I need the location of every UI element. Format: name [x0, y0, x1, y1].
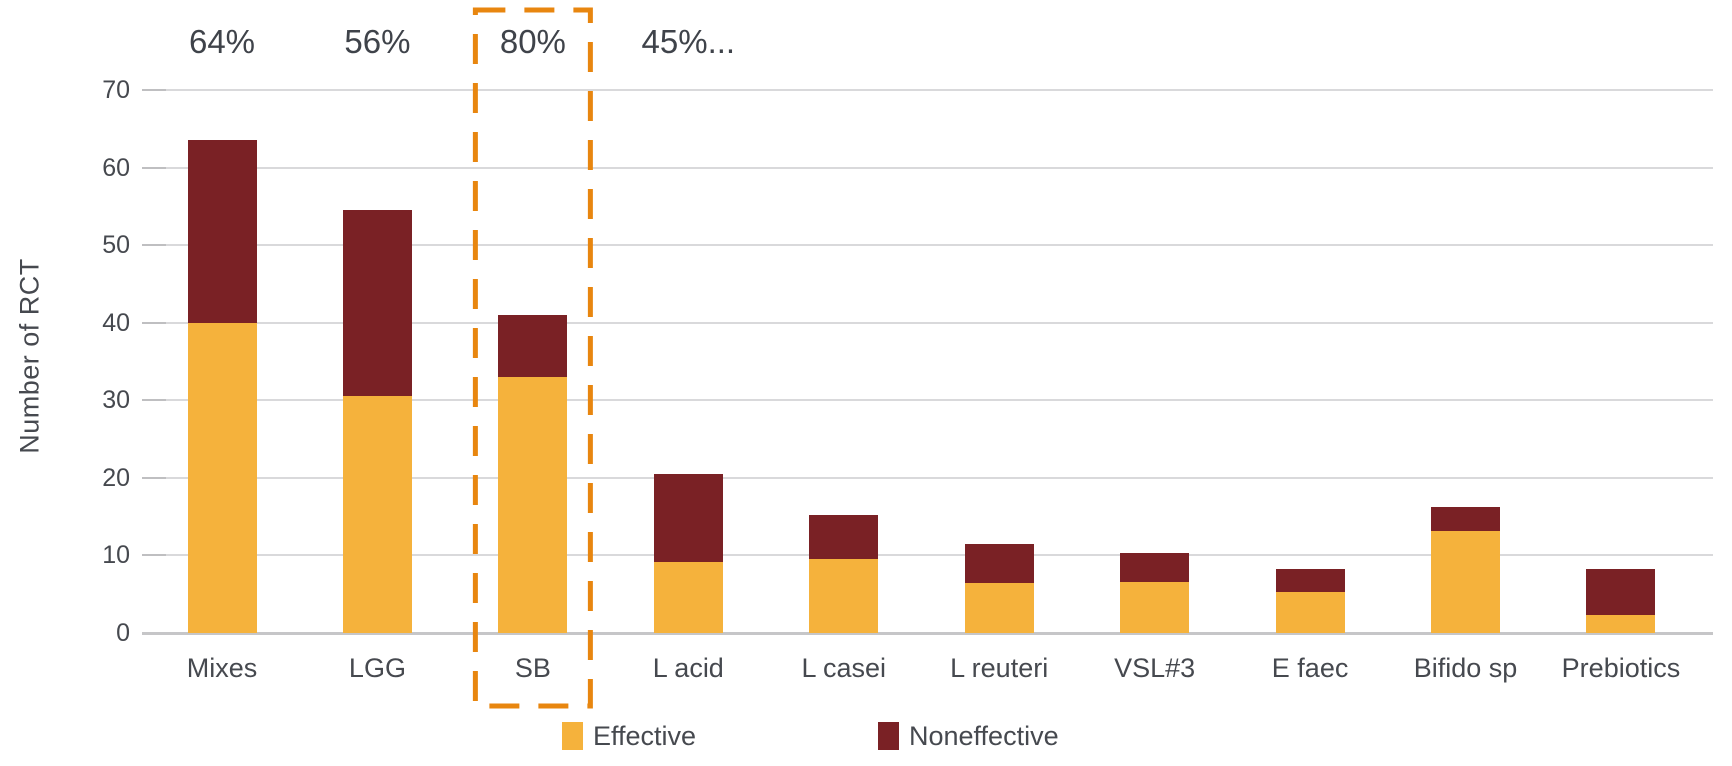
- y-axis-tick-label: 50: [102, 231, 130, 260]
- bar-noneffective: [809, 515, 879, 559]
- x-axis-label: Bifido sp: [1413, 653, 1518, 683]
- x-axis-label: SB: [514, 653, 551, 683]
- x-axis-label: L acid: [652, 653, 724, 683]
- legend-entry-noneffective: Noneffective: [878, 721, 1059, 751]
- gridline-70: [142, 89, 1713, 91]
- x-axis-label: Prebiotics: [1561, 653, 1681, 683]
- percent-label: 80%: [499, 23, 566, 60]
- bar-effective: [809, 558, 879, 633]
- y-axis-tick-label: 30: [102, 386, 130, 415]
- tick-60: [142, 166, 166, 169]
- gridline-40: [142, 321, 1713, 324]
- bar-noneffective: [342, 210, 412, 397]
- bar-noneffective: [498, 314, 568, 377]
- gridline-20: [142, 476, 1713, 479]
- gridline-10: [142, 554, 1713, 557]
- bar-effective: [498, 377, 568, 633]
- bar-effective: [187, 322, 257, 633]
- tick-30: [142, 399, 166, 402]
- y-axis-tick-label: 60: [102, 153, 130, 182]
- x-axis-label: Mixes: [186, 653, 258, 683]
- bar-noneffective: [187, 140, 257, 323]
- bar-effective: [1275, 591, 1345, 633]
- gridline-0: [142, 631, 1713, 635]
- legend-swatch-effective: [562, 722, 583, 750]
- legend-swatch-noneffective: [878, 722, 899, 750]
- y-axis-tick-label: 40: [102, 308, 130, 337]
- y-axis-tick-label: 70: [102, 76, 130, 104]
- x-axis-label: L casei: [801, 653, 887, 683]
- percent-label: 45%...: [641, 23, 736, 60]
- bar-effective: [653, 561, 723, 633]
- gridline-60: [142, 166, 1713, 169]
- percent-label: 56%: [344, 23, 411, 60]
- tick-10: [142, 554, 166, 557]
- bar-noneffective: [1586, 568, 1656, 616]
- legend-entry-effective: Effective: [562, 721, 696, 751]
- y-axis-tick-label: 20: [102, 463, 130, 492]
- bar-effective: [1431, 531, 1501, 633]
- bar-noneffective: [1431, 507, 1501, 532]
- bar-noneffective: [653, 473, 723, 562]
- gridline-30: [142, 399, 1713, 402]
- percent-label: 64%: [188, 23, 256, 60]
- legend-label-noneffective: Noneffective: [909, 720, 1059, 751]
- bar-noneffective: [964, 543, 1034, 584]
- bar-effective: [342, 396, 412, 633]
- y-axis-title: Number of RCT: [14, 258, 45, 454]
- tick-20: [142, 476, 166, 479]
- tick-50: [142, 244, 166, 247]
- y-axis-tick-label: 0: [116, 619, 130, 647]
- bar-noneffective: [1120, 553, 1190, 582]
- bar-noneffective: [1275, 569, 1345, 592]
- bar-effective: [1120, 581, 1190, 633]
- tick-70: [142, 89, 166, 91]
- x-axis-label: LGG: [348, 653, 406, 683]
- y-axis-tick-label: 10: [102, 541, 130, 570]
- x-axis-label: L reuteri: [950, 653, 1049, 683]
- legend-label-effective: Effective: [593, 720, 697, 751]
- tick-40: [142, 321, 166, 324]
- x-axis-label: E faec: [1271, 653, 1349, 683]
- bar-effective: [964, 583, 1034, 633]
- bar-effective: [1586, 615, 1656, 633]
- gridline-50: [142, 244, 1713, 247]
- x-axis-label: VSL#3: [1114, 653, 1196, 683]
